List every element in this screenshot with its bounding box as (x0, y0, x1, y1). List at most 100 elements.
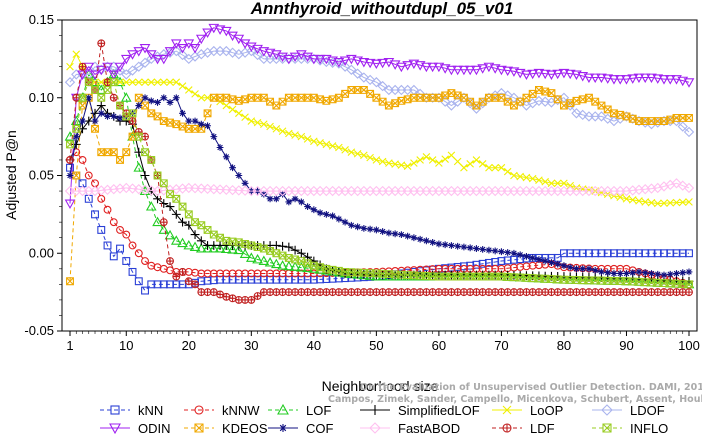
data-point (204, 122, 211, 130)
data-point (546, 70, 557, 80)
data-point (91, 86, 99, 94)
data-point (254, 292, 261, 300)
data-point (297, 132, 306, 141)
data-point (396, 271, 407, 281)
data-point (602, 74, 614, 84)
data-point (447, 151, 456, 160)
data-point (208, 23, 220, 34)
legend-label: LoOP (530, 403, 563, 418)
legend-item-odin: ODIN (100, 421, 171, 434)
data-point (685, 268, 693, 276)
x-tick-label: 10 (119, 338, 133, 353)
data-point (504, 249, 512, 256)
data-point (446, 100, 457, 111)
data-point (160, 94, 168, 102)
data-point (472, 156, 481, 164)
data-point (329, 212, 337, 220)
data-point (372, 226, 380, 234)
data-point (379, 288, 387, 296)
data-point (416, 288, 424, 296)
axes-layer: 1 10 20 30 40 50 60 70 80 90 100 -0.05 0.00 0.05 0.10 0… (24, 12, 699, 353)
data-point (653, 199, 662, 208)
y-tick-label: -0.05 (24, 323, 54, 338)
data-point (95, 65, 107, 76)
legend-label: kNNW (222, 403, 260, 418)
data-point (91, 124, 99, 133)
data-point (473, 288, 480, 296)
data-point (310, 206, 318, 214)
data-point (91, 210, 99, 219)
data-point (541, 288, 549, 296)
data-point (179, 268, 186, 276)
data-point (291, 195, 299, 203)
data-point (166, 78, 174, 86)
data-point (133, 61, 144, 72)
data-point (341, 146, 349, 154)
data-point (210, 133, 218, 141)
data-point (253, 118, 262, 127)
x-tick-label: 80 (557, 338, 571, 353)
data-point (660, 271, 668, 279)
data-point (103, 205, 112, 214)
data-point (385, 288, 393, 296)
data-point (120, 92, 132, 102)
data-point (171, 209, 181, 219)
data-point (633, 73, 645, 84)
data-point (485, 288, 493, 296)
data-point (133, 184, 144, 195)
data-point (116, 78, 124, 86)
data-point (677, 180, 688, 191)
data-point (683, 78, 695, 88)
data-point (377, 80, 388, 92)
chart-title: Annthyroid_withoutdupl_05_v01 (250, 0, 514, 18)
data-point (153, 78, 162, 86)
data-point (510, 249, 518, 257)
data-point (252, 253, 263, 264)
data-point (202, 28, 213, 38)
data-point (322, 210, 330, 218)
data-point (371, 77, 382, 88)
data-point (141, 286, 149, 295)
data-point (121, 69, 132, 80)
x-tick-label: 60 (432, 338, 446, 353)
data-point (402, 271, 413, 281)
data-point (285, 288, 293, 296)
data-point (654, 270, 662, 278)
series-line-kdeos (69, 89, 689, 282)
data-point (127, 183, 138, 194)
data-point (577, 72, 589, 82)
data-point (347, 148, 356, 156)
data-point (145, 50, 157, 60)
data-point (341, 218, 349, 226)
data-point (77, 70, 88, 80)
data-point (272, 195, 280, 203)
data-point (314, 54, 326, 65)
data-point (471, 65, 482, 76)
data-point (535, 256, 543, 263)
data-point (478, 97, 487, 106)
data-point (72, 124, 81, 133)
data-point (454, 242, 462, 250)
series-inflo (66, 78, 693, 289)
data-point (114, 65, 126, 76)
data-point (141, 78, 149, 86)
data-point (109, 78, 118, 87)
data-point (404, 288, 412, 296)
data-point (127, 65, 138, 76)
data-point (685, 249, 693, 258)
data-point (333, 58, 345, 68)
data-point (509, 101, 518, 110)
data-point (120, 54, 132, 65)
data-point (114, 62, 126, 73)
legend-label: LOF (306, 403, 331, 418)
data-point (404, 232, 412, 240)
data-point (278, 127, 287, 135)
data-point (95, 84, 107, 94)
data-point (552, 69, 564, 80)
data-point (283, 260, 295, 271)
data-point (260, 288, 268, 296)
data-point (266, 288, 274, 296)
data-point (220, 243, 232, 254)
data-point (673, 288, 680, 296)
data-point (327, 56, 338, 66)
